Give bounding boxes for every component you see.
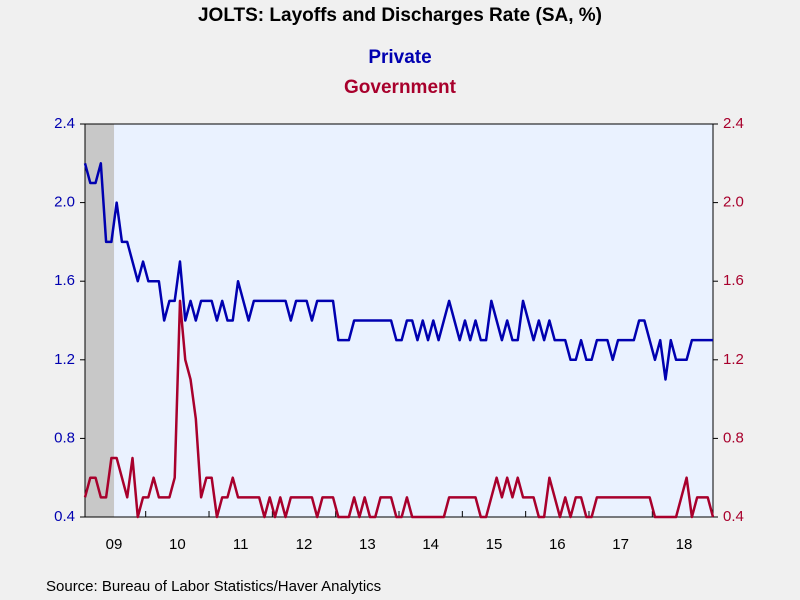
y2-tick-label: 1.6 xyxy=(723,272,744,289)
x-tick-label: 12 xyxy=(296,536,313,553)
y2-tick-label: 2.0 xyxy=(723,194,744,211)
y-tick-label: 0.4 xyxy=(54,508,75,525)
y2-tick-label: 0.4 xyxy=(723,508,744,525)
y-tick-label: 1.2 xyxy=(54,351,75,368)
series-line xyxy=(83,162,713,381)
x-tick-label: 13 xyxy=(359,536,376,553)
series-line xyxy=(83,299,715,519)
y2-tick-label: 0.8 xyxy=(723,429,744,446)
x-tick-label: 11 xyxy=(233,536,249,553)
chart-title: JOLTS: Layoffs and Discharges Rate (SA, … xyxy=(198,5,602,26)
recession-shade xyxy=(85,124,115,517)
x-tick-label: 17 xyxy=(612,536,629,553)
legend-label: Government xyxy=(344,77,457,98)
y2-tick-label: 1.2 xyxy=(723,351,744,368)
y-tick-label: 1.6 xyxy=(54,272,75,289)
x-tick-label: 15 xyxy=(486,536,503,553)
x-tick-label: 14 xyxy=(422,536,439,553)
legend-label: Private xyxy=(368,47,431,68)
x-tick-label: 10 xyxy=(169,536,186,553)
y-tick-label: 2.4 xyxy=(54,115,75,132)
y2-tick-label: 2.4 xyxy=(723,115,744,132)
source: Source: Bureau of Labor Statistics/Haver… xyxy=(46,578,381,595)
y-tick-label: 0.8 xyxy=(54,429,75,446)
x-tick-label: 18 xyxy=(676,536,693,553)
plot-area xyxy=(84,123,714,518)
x-tick-label: 09 xyxy=(106,536,123,553)
x-tick-label: 16 xyxy=(549,536,566,553)
y-tick-label: 2.0 xyxy=(54,194,75,211)
